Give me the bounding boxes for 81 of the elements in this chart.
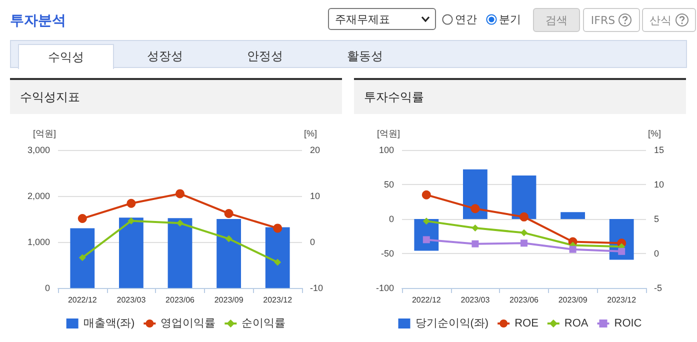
point (520, 240, 528, 247)
bar (560, 212, 585, 219)
y2-tick-label: 10 (310, 191, 320, 201)
legend-label: 당기순이익(좌) (415, 318, 489, 330)
x-tick-label: 2022/12 (412, 296, 442, 304)
legend-label: 영업이익률 (160, 318, 216, 330)
text: 검색 (533, 8, 580, 32)
legend-label: 매출액(좌) (83, 318, 135, 330)
point (520, 229, 528, 236)
y-tick-label: 1,000 (27, 237, 50, 247)
x-tick-label: 2023/06 (166, 296, 196, 304)
point (422, 236, 430, 244)
text: IFRS (590, 14, 616, 26)
bar (70, 228, 95, 288)
y-tick-label: -50 (380, 248, 394, 258)
point (520, 212, 528, 222)
legend-label: ROIC (614, 318, 642, 330)
bar (463, 169, 488, 219)
x-tick-label: 2023/12 (263, 296, 293, 304)
bar (168, 218, 192, 288)
point (78, 214, 87, 224)
text: 주재무제표 (335, 12, 390, 26)
y2-tick-label: -10 (310, 283, 324, 293)
x-tick-label: 2023/03 (460, 296, 490, 304)
text: 안정성 (246, 48, 284, 64)
point (422, 190, 431, 200)
y-tick-label: 100 (378, 145, 394, 155)
chart-title: 투자수익률 (354, 80, 686, 114)
point (618, 248, 626, 255)
y-tick-label: 2,000 (27, 191, 50, 201)
y-tick-label: 0 (388, 214, 394, 224)
x-tick-label: 2023/09 (558, 296, 588, 304)
x-tick-label: 2023/09 (214, 296, 244, 304)
point (128, 217, 135, 224)
y2-tick-label: 10 (654, 180, 664, 190)
point (176, 220, 184, 227)
point (126, 198, 136, 208)
x-tick-label: 2023/12 (607, 296, 637, 304)
point (472, 240, 479, 248)
bar (119, 218, 144, 288)
bar (265, 227, 290, 288)
point (273, 224, 282, 233)
text: 분기 (499, 12, 521, 27)
point (225, 235, 232, 242)
point (470, 204, 480, 214)
x-tick-label: 2022/12 (68, 296, 98, 304)
text: 산식 (650, 12, 672, 28)
point (78, 254, 86, 262)
y-tick-label: 50 (384, 180, 394, 190)
point (422, 218, 430, 225)
text: 수익성 (18, 44, 114, 69)
y-axis-title: [억원] (376, 128, 400, 138)
legend-label: ROA (564, 318, 589, 330)
legend-label: ROE (514, 318, 538, 330)
text: 연간 (455, 12, 477, 27)
y2-tick-label: 0 (310, 237, 316, 247)
bar (216, 219, 241, 288)
y2-tick-label: 20 (310, 145, 320, 155)
point (569, 246, 576, 253)
text: 활동성 (346, 48, 384, 64)
legend-label: 순이익률 (242, 318, 286, 330)
y2-axis-title: [%] (648, 128, 662, 138)
y-tick-label: 0 (44, 283, 50, 293)
y2-tick-label: -5 (654, 283, 662, 293)
y2-tick-label: 15 (654, 145, 664, 155)
y2-axis-title: [%] (304, 128, 318, 138)
text: 투자분석 (10, 12, 66, 30)
text: 성장성 (146, 48, 184, 64)
y-tick-label: 3,000 (27, 145, 50, 155)
x-tick-label: 2023/03 (116, 296, 146, 304)
point (472, 224, 479, 232)
y-axis-title: [억원] (32, 128, 56, 138)
bar (512, 176, 536, 219)
point (176, 189, 184, 198)
y2-tick-label: 0 (654, 248, 660, 258)
point (274, 258, 282, 266)
point (224, 208, 234, 218)
y-tick-label: -100 (376, 283, 394, 293)
chart-title: 수익성지표 (10, 80, 342, 114)
y2-tick-label: 5 (654, 214, 660, 224)
x-tick-label: 2023/06 (510, 296, 540, 304)
